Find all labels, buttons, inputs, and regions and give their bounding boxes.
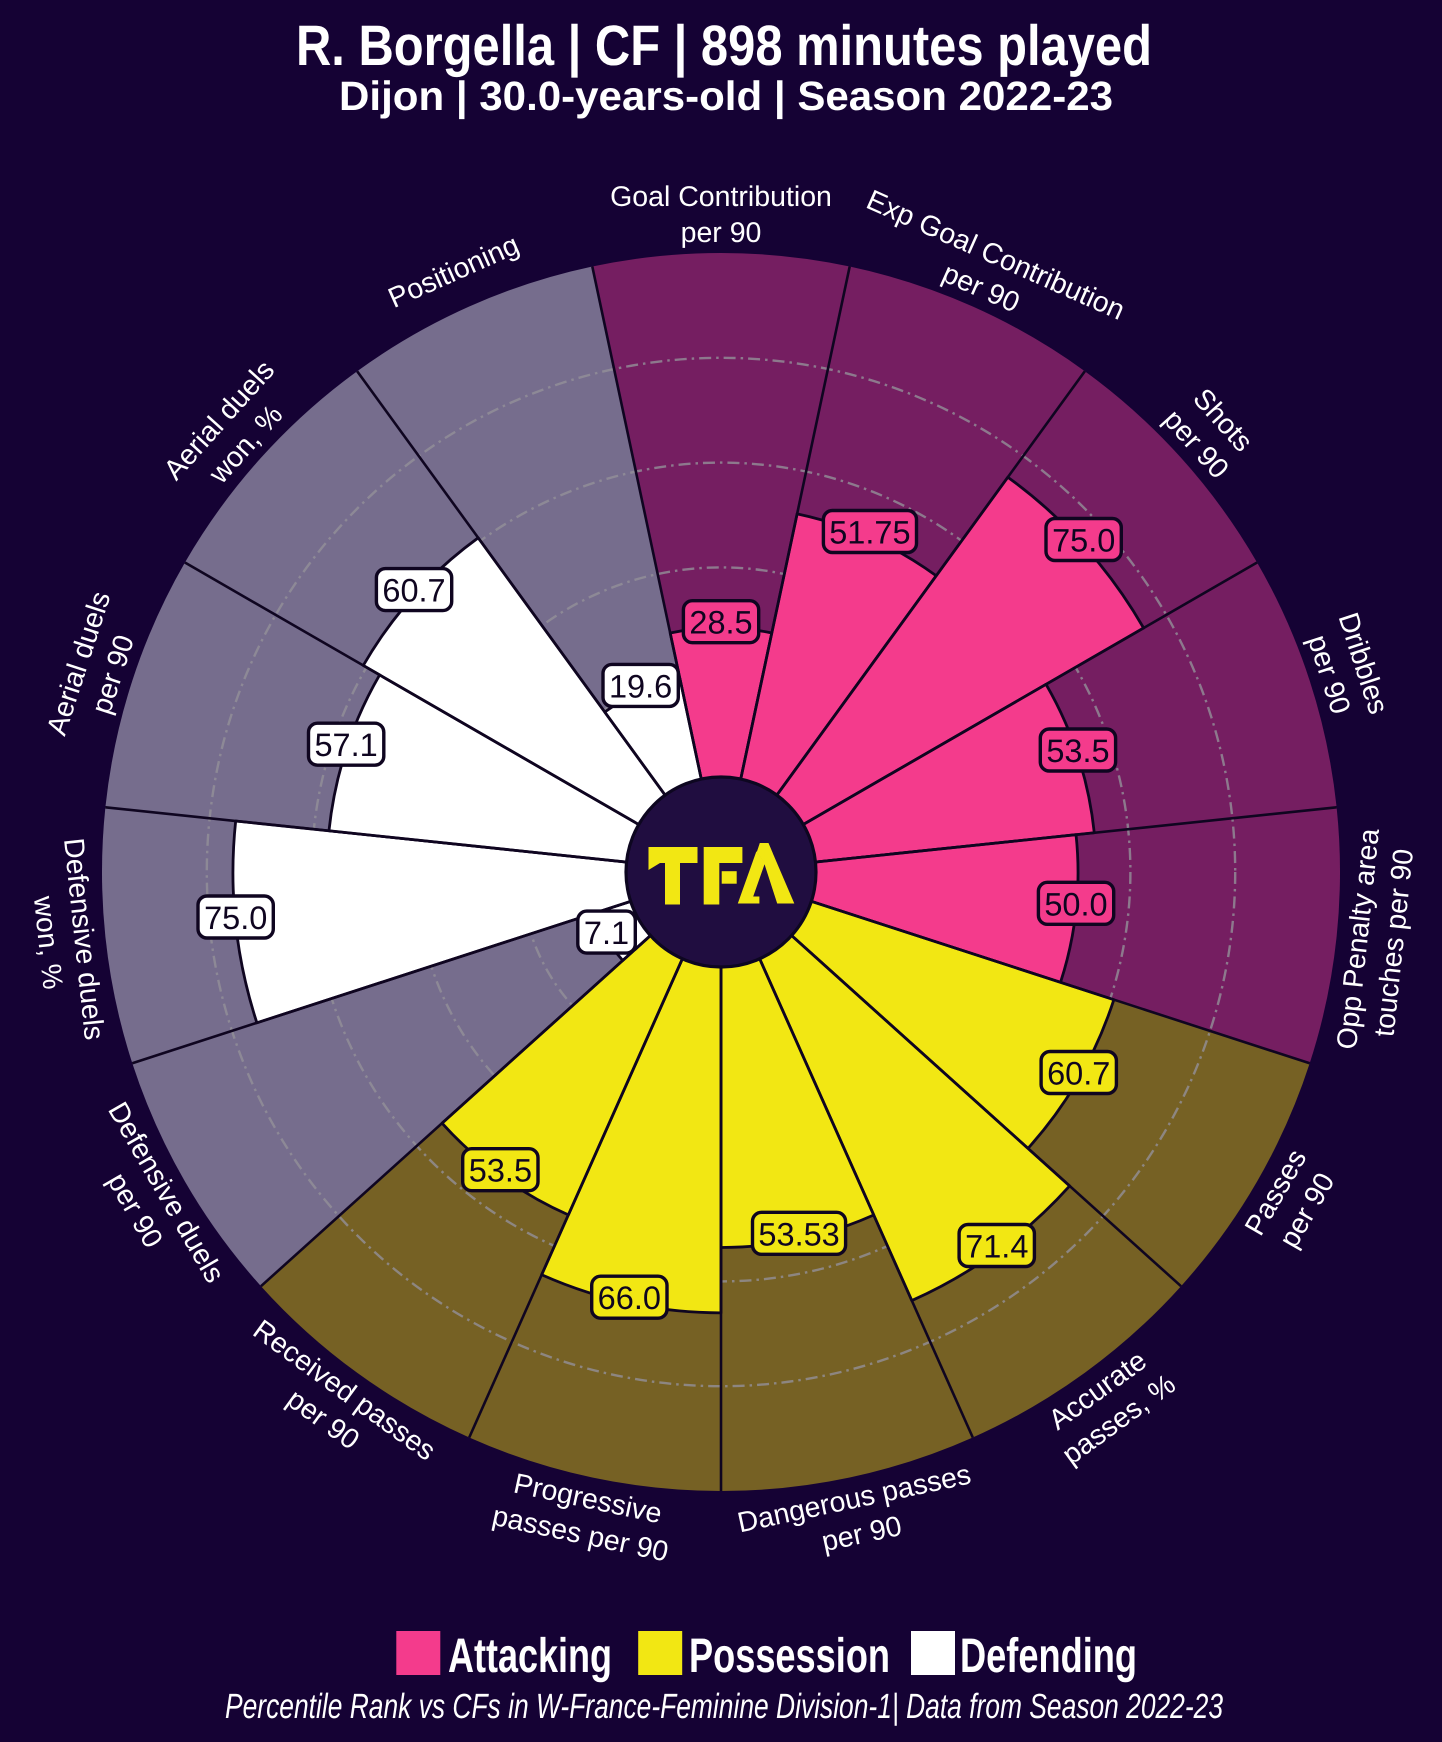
svg-text:R. Borgella | CF | 898 minutes: R. Borgella | CF | 898 minutes played — [296, 14, 1152, 78]
svg-text:71.4: 71.4 — [965, 1229, 1028, 1265]
svg-text:Defending: Defending — [960, 1629, 1137, 1683]
svg-text:57.1: 57.1 — [314, 727, 377, 763]
svg-text:66.0: 66.0 — [598, 1280, 661, 1316]
svg-text:60.7: 60.7 — [1047, 1056, 1110, 1092]
svg-text:7.1: 7.1 — [584, 915, 629, 951]
svg-text:53.5: 53.5 — [1046, 733, 1109, 769]
svg-text:Goal Contributionper 90: Goal Contribution per 90 — [610, 181, 832, 249]
svg-text:Possession: Possession — [689, 1629, 890, 1683]
svg-text:75.0: 75.0 — [1052, 523, 1115, 559]
svg-text:28.5: 28.5 — [689, 605, 752, 641]
svg-text:Attacking: Attacking — [448, 1629, 612, 1683]
svg-text:Percentile Rank vs CFs in W-Fr: Percentile Rank vs CFs in W-France-Femin… — [225, 1687, 1223, 1726]
svg-text:75.0: 75.0 — [204, 900, 267, 936]
svg-text:60.7: 60.7 — [382, 573, 445, 609]
svg-text:53.53: 53.53 — [758, 1216, 839, 1252]
svg-text:50.0: 50.0 — [1044, 886, 1107, 922]
svg-text:Dijon | 30.0-years-old | Seaso: Dijon | 30.0-years-old | Season 2022-23 — [339, 73, 1113, 120]
svg-text:19.6: 19.6 — [609, 668, 672, 704]
svg-text:51.75: 51.75 — [829, 515, 910, 551]
svg-text:53.5: 53.5 — [469, 1153, 532, 1189]
